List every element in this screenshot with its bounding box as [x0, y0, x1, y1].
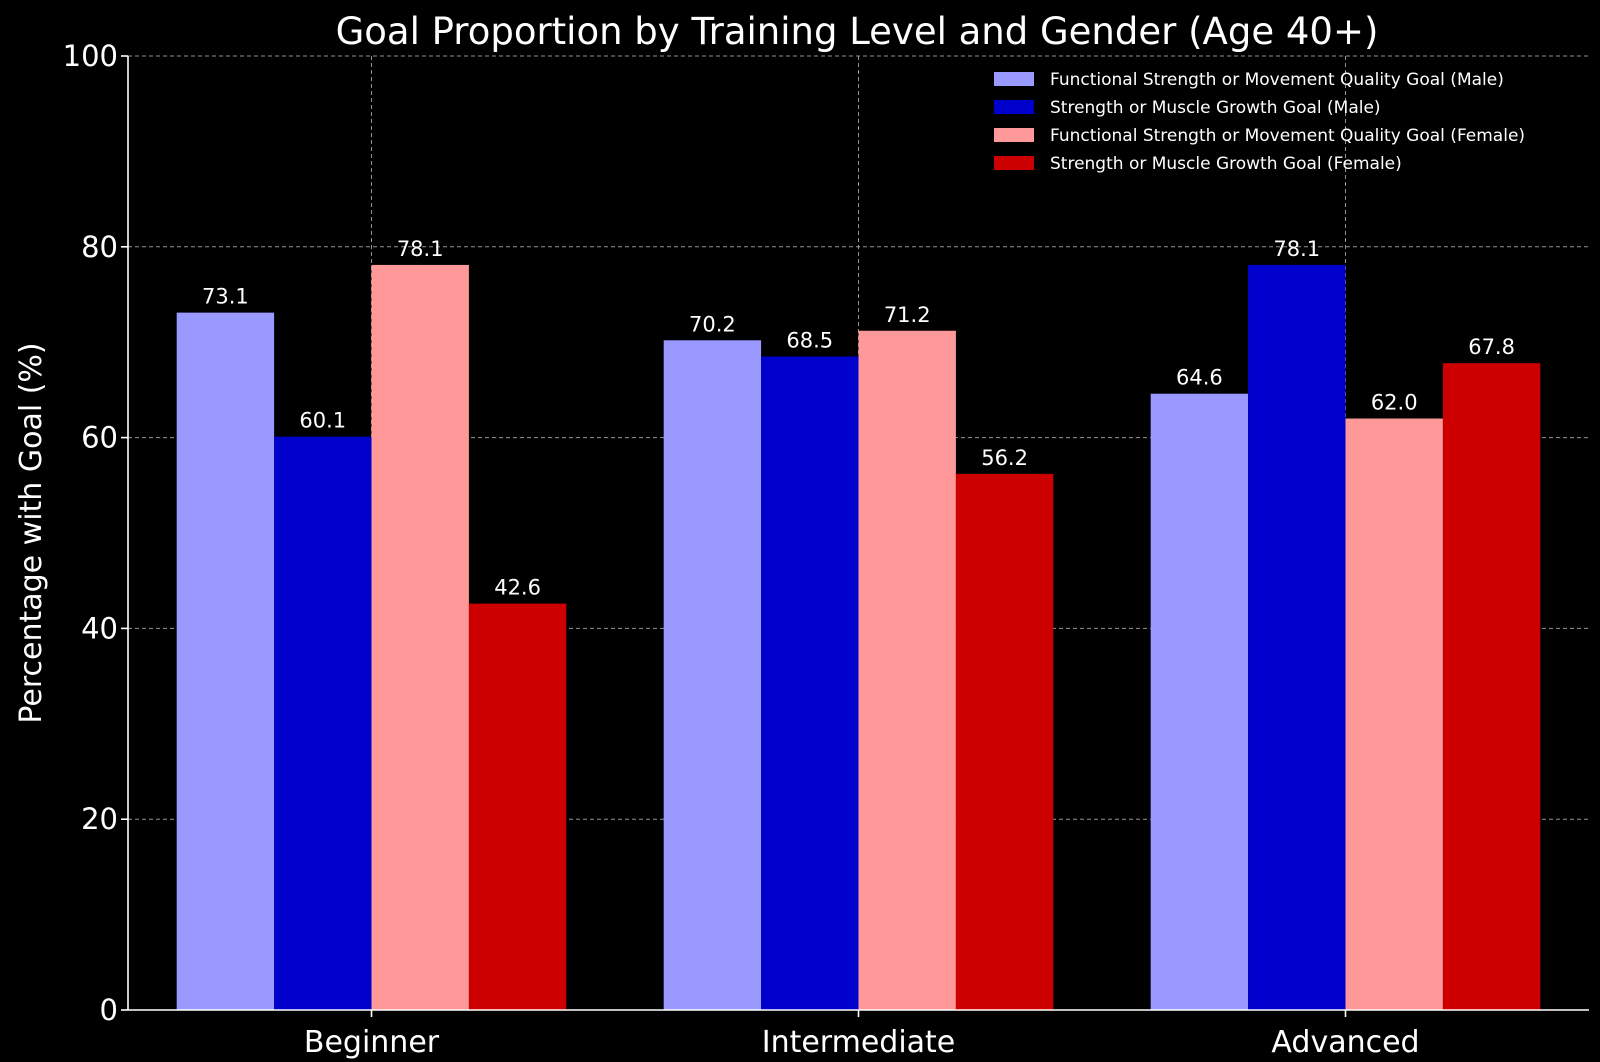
bar-value-label: 78.1: [1273, 237, 1320, 261]
legend-swatch: [994, 128, 1034, 142]
y-tick-label: 80: [81, 230, 118, 264]
bar: [176, 312, 275, 1011]
bar-value-label: 56.2: [981, 446, 1028, 470]
bar: [1442, 363, 1541, 1010]
x-tick-label: Advanced: [1271, 1025, 1419, 1060]
bar: [1345, 418, 1443, 1010]
x-tick-label: Intermediate: [762, 1025, 956, 1060]
y-tick-label: 100: [63, 39, 118, 73]
legend-label: Strength or Muscle Growth Goal (Female): [1050, 154, 1402, 174]
bars-layer: [176, 264, 1541, 1011]
y-axis-title: Percentage with Goal (%): [14, 342, 49, 723]
x-tick-label: Beginner: [304, 1025, 440, 1060]
bar-value-label: 62.0: [1371, 391, 1418, 415]
axes-layer: 0 20 40 60 80 100 Beginner Intermediate Advanced: [63, 39, 1589, 1060]
legend-swatch: [994, 72, 1034, 86]
legend-swatch: [994, 100, 1034, 114]
y-tick-label: 20: [81, 802, 118, 836]
bar: [371, 264, 469, 1010]
bar: [858, 330, 956, 1010]
data-labels-layer: 73.1 70.2 64.6 60.1 68.5 78.1 78.1 71.2 62.0 42.6…: [202, 237, 1515, 600]
y-tick-label: 60: [81, 421, 118, 455]
bar-value-label: 71.2: [884, 303, 931, 327]
bar-value-label: 68.5: [786, 329, 833, 353]
legend-label: Functional Strength or Movement Quality …: [1050, 126, 1525, 146]
bar-value-label: 67.8: [1468, 335, 1515, 359]
bar: [761, 356, 859, 1010]
bar: [663, 340, 762, 1010]
bar: [274, 436, 372, 1010]
legend-label: Strength or Muscle Growth Goal (Male): [1050, 98, 1381, 118]
y-tick-label: 40: [81, 611, 118, 645]
bar: [1248, 264, 1346, 1010]
bar-value-label: 60.1: [299, 409, 346, 433]
bar: [468, 603, 567, 1010]
bar-value-label: 73.1: [202, 285, 249, 309]
chart-title: Goal Proportion by Training Level and Ge…: [336, 10, 1379, 53]
legend-label: Functional Strength or Movement Quality …: [1050, 70, 1504, 90]
bar-value-label: 70.2: [689, 312, 736, 336]
bar-value-label: 64.6: [1176, 366, 1223, 390]
bar-value-label: 42.6: [494, 576, 541, 600]
legend: Functional Strength or Movement Quality …: [994, 70, 1525, 174]
bar-value-label: 78.1: [397, 237, 444, 261]
bar: [955, 473, 1054, 1010]
bar: [1150, 393, 1249, 1010]
y-tick-label: 0: [100, 993, 118, 1027]
legend-swatch: [994, 156, 1034, 170]
